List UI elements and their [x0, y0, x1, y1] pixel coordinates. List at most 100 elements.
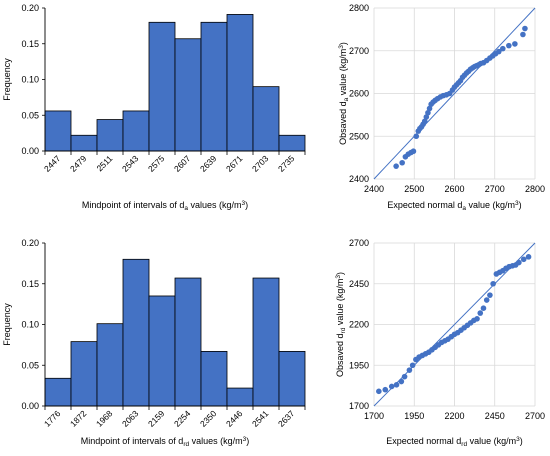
x-tick-label: 1776: [42, 408, 63, 429]
x-tick-label: 2511: [94, 153, 114, 173]
y-tick-label: 2800: [349, 3, 369, 13]
y-axis-title-main: Obsaved d: [338, 101, 348, 145]
x-axis-title-main: Mindpoint of intervals of d: [82, 200, 185, 210]
x-axis-title-close: ): [246, 436, 249, 446]
y-axis-title: Frequency: [2, 303, 12, 346]
bar: [278, 134, 306, 152]
data-point: [487, 292, 493, 298]
x-tick-label: 2450: [485, 411, 505, 421]
data-point: [474, 315, 480, 322]
data-point: [520, 31, 526, 38]
y-axis-title-tail: value (kg/m: [335, 279, 345, 328]
x-axis-title-close: ): [245, 200, 248, 210]
data-point: [388, 383, 395, 390]
reference-line: [373, 7, 536, 180]
x-tick-label: 2700: [485, 184, 505, 194]
data-point: [520, 256, 527, 263]
y-tick-label: 1700: [349, 401, 369, 411]
bar: [148, 295, 176, 407]
bar: [96, 119, 124, 152]
data-point: [483, 297, 490, 303]
data-point: [522, 25, 528, 32]
data-point: [399, 159, 405, 166]
x-axis-title-main: Expected normal d: [387, 200, 462, 210]
bar: [252, 277, 280, 407]
data-point: [421, 118, 428, 125]
x-tick-label: 2639: [198, 153, 219, 174]
bar: [226, 387, 254, 407]
x-axis-title-tail: values (kg/m: [189, 436, 243, 446]
data-point: [512, 41, 518, 47]
x-tick-label: 2800: [525, 184, 545, 194]
x-axis-title: Expected normal da value (kg/m3): [387, 200, 521, 212]
x-axis-title-close: ): [520, 436, 523, 446]
y-axis-title-sub: rd: [340, 327, 347, 333]
data-point: [516, 259, 522, 266]
data-point: [500, 45, 506, 52]
x-axis-title-sub: rd: [183, 441, 189, 448]
y-tick-label: 1950: [349, 360, 369, 370]
data-point: [409, 362, 416, 369]
y-axis-title-close: ): [338, 42, 348, 45]
x-axis-title-sup: 3: [516, 436, 520, 443]
y-axis-title: Obsaved da value (kg/m3): [338, 42, 350, 145]
x-tick-label: 1968: [94, 408, 115, 429]
y-axis-title-sup: 3: [338, 45, 345, 49]
y-tick-label: 0.10: [21, 320, 39, 330]
x-axis-title: Expected normal drd value (kg/m3): [386, 436, 522, 448]
x-tick-label: 2400: [364, 184, 384, 194]
data-point: [393, 382, 400, 388]
x-tick-label: 1700: [364, 411, 384, 421]
data-point: [393, 163, 399, 169]
x-tick-label: 2063: [120, 408, 141, 429]
data-point: [477, 310, 484, 316]
y-tick-label: 2600: [349, 89, 369, 99]
y-axis-title-main: Obsaved d: [335, 333, 345, 377]
bar: [278, 350, 306, 407]
bar: [148, 21, 176, 152]
y-tick-label: 0.00: [21, 146, 39, 156]
chart-1: 0.00 0.05 0.10 0.15 0.20 2447 2479 2511 2543 2575…: [2, 3, 306, 174]
chart-3: 0.00 0.05 0.10 0.15 0.20 1776 1872 1968 2063 2159…: [2, 238, 306, 429]
data-point: [406, 367, 413, 373]
data-point: [490, 280, 496, 287]
y-tick-label: 0.10: [21, 75, 39, 85]
bar: [252, 86, 280, 152]
x-tick-label: 2447: [42, 153, 63, 174]
x-axis-title-sub: a: [462, 205, 466, 212]
data-point: [425, 109, 431, 116]
x-tick-label: 1950: [404, 411, 424, 421]
data-point: [401, 373, 408, 380]
y-tick-label: 2450: [349, 279, 369, 289]
x-tick-label: 2600: [444, 184, 464, 194]
y-axis-title-sub: a: [343, 97, 350, 101]
x-tick-label: 2500: [404, 184, 424, 194]
data-point: [376, 388, 382, 395]
y-tick-label: 0.05: [21, 110, 39, 120]
data-point: [525, 254, 532, 260]
data-point: [426, 105, 433, 112]
x-axis-title: Mindpoint of intervals of da values (kg/…: [82, 200, 248, 212]
y-tick-label: 0.20: [21, 3, 39, 13]
x-axis-title-sup: 3: [242, 200, 246, 207]
y-tick-label: 2400: [349, 174, 369, 184]
y-tick-label: 0.20: [21, 238, 39, 248]
x-tick-label: 2671: [224, 153, 245, 174]
x-tick-label: 2637: [276, 408, 297, 429]
bar: [200, 350, 228, 407]
x-tick-label: 2159: [146, 408, 167, 429]
x-axis-title-tail: value (kg/m: [467, 436, 516, 446]
x-tick-label: 2446: [224, 408, 245, 429]
y-axis-title: Frequency: [2, 58, 12, 101]
data-point: [480, 305, 487, 312]
data-point: [506, 42, 512, 49]
bar: [122, 110, 150, 152]
bar: [174, 38, 202, 152]
bar: [44, 377, 72, 407]
data-point: [410, 148, 417, 155]
y-tick-label: 2200: [349, 320, 369, 330]
bar: [174, 277, 202, 407]
x-axis-title-tail: value (kg/m: [466, 200, 515, 210]
x-tick-label: 2350: [198, 408, 219, 429]
x-tick-label: 2543: [120, 153, 141, 174]
